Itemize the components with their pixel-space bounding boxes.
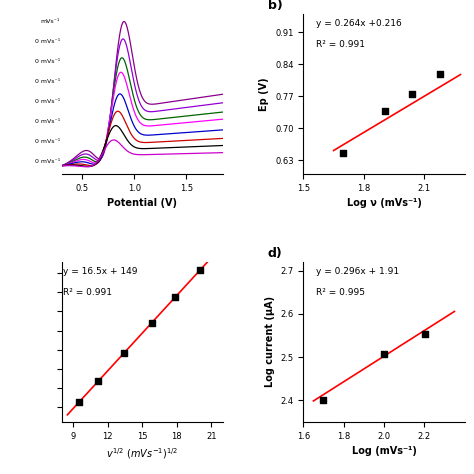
X-axis label: Log ν (mVs⁻¹): Log ν (mVs⁻¹) [346, 198, 421, 209]
Point [196, 266, 203, 274]
Text: y = 16.5x + 149: y = 16.5x + 149 [63, 267, 138, 276]
X-axis label: $v^{1/2}$ $(mVs^{-1})^{1/2}$: $v^{1/2}$ $(mVs^{-1})^{1/2}$ [106, 446, 178, 461]
Text: R² = 0.991: R² = 0.991 [316, 40, 365, 49]
Point [421, 330, 429, 338]
Text: 0 mVs⁻¹: 0 mVs⁻¹ [35, 79, 60, 84]
Text: 0 mVs⁻¹: 0 mVs⁻¹ [35, 159, 60, 164]
Text: y = 0.264x +0.216: y = 0.264x +0.216 [316, 19, 402, 28]
X-axis label: Potential (V): Potential (V) [107, 198, 177, 209]
Text: d): d) [268, 247, 283, 260]
Point [340, 149, 347, 157]
Point [75, 399, 82, 406]
Point [94, 377, 102, 385]
Point [436, 70, 443, 77]
Text: 0 mVs⁻¹: 0 mVs⁻¹ [35, 119, 60, 124]
X-axis label: Log (mVs⁻¹): Log (mVs⁻¹) [352, 446, 416, 456]
Text: mVs⁻¹: mVs⁻¹ [41, 19, 60, 24]
Y-axis label: Ep (V): Ep (V) [259, 77, 269, 111]
Text: b): b) [268, 0, 283, 12]
Point [409, 91, 416, 98]
Text: R² = 0.991: R² = 0.991 [63, 288, 112, 297]
Text: 0 mVs⁻¹: 0 mVs⁻¹ [35, 99, 60, 104]
Text: 0 mVs⁻¹: 0 mVs⁻¹ [35, 59, 60, 64]
Y-axis label: Log current (μA): Log current (μA) [265, 296, 275, 387]
Text: 0 mVs⁻¹: 0 mVs⁻¹ [35, 139, 60, 144]
Text: y = 0.296x + 1.91: y = 0.296x + 1.91 [316, 267, 400, 276]
Point [381, 107, 388, 115]
Point [319, 396, 327, 404]
Point [172, 293, 179, 301]
Text: R² = 0.995: R² = 0.995 [316, 288, 365, 297]
Point [120, 349, 128, 357]
Text: 0 mVs⁻¹: 0 mVs⁻¹ [35, 39, 60, 44]
Point [148, 319, 155, 327]
Point [380, 350, 388, 357]
